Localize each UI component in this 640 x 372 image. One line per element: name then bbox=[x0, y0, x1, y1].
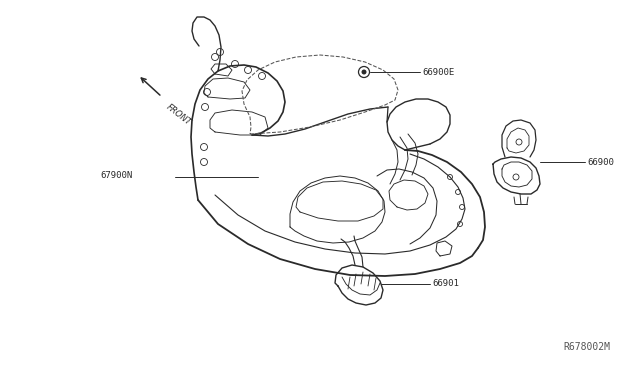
Text: 66901: 66901 bbox=[432, 279, 459, 289]
Text: R678002M: R678002M bbox=[563, 342, 610, 352]
Text: 66900: 66900 bbox=[587, 157, 614, 167]
Text: 67900N: 67900N bbox=[100, 170, 132, 180]
Circle shape bbox=[362, 70, 367, 74]
Text: FRONT: FRONT bbox=[165, 102, 193, 127]
Text: 66900E: 66900E bbox=[422, 67, 454, 77]
